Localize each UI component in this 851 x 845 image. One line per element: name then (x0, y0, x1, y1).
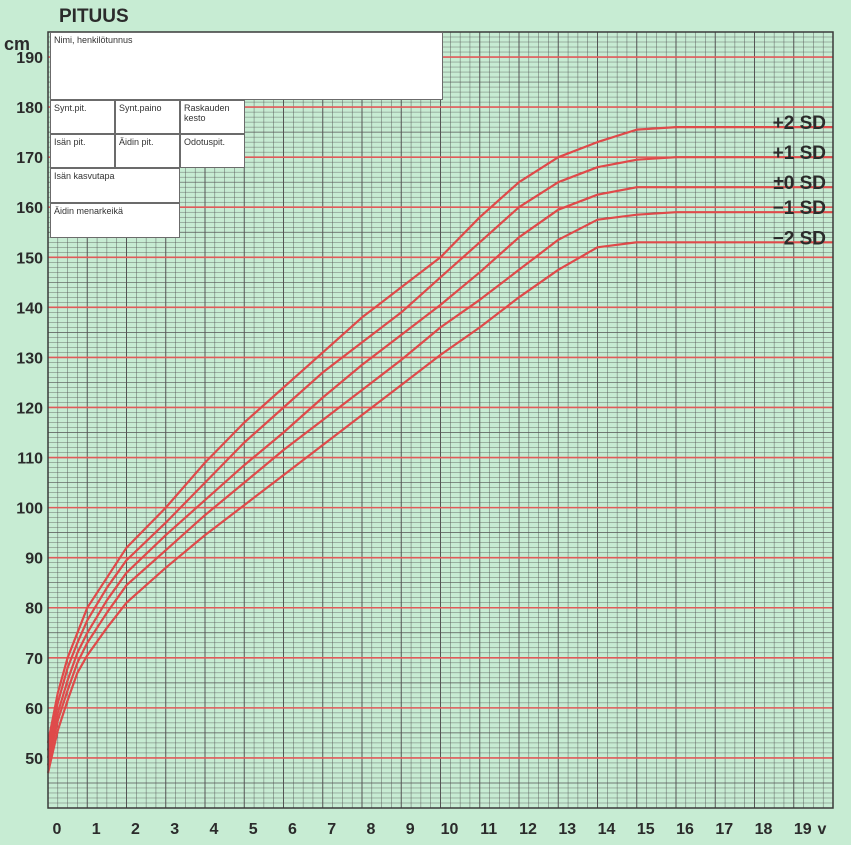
expected-height-label: Odotuspit. (184, 137, 226, 147)
x-tick-3: 3 (170, 821, 179, 838)
x-tick-6: 6 (288, 821, 297, 838)
y-tick-60: 60 (25, 701, 43, 718)
sd-label-0: +2 SD (773, 113, 826, 134)
mother-height-label: Äidin pit. (119, 137, 154, 147)
x-tick-12: 12 (519, 821, 537, 838)
birth-length-field[interactable]: Synt.pit. (50, 100, 115, 134)
x-tick-1: 1 (92, 821, 101, 838)
birth-weight-field[interactable]: Synt.paino (115, 100, 180, 134)
x-tick-19: 19 (794, 821, 812, 838)
y-tick-50: 50 (25, 751, 43, 768)
sd-label-3: −1 SD (773, 198, 826, 219)
name-field[interactable]: Nimi, henkilötunnus (50, 32, 443, 100)
father-height-field[interactable]: Isän pit. (50, 134, 115, 168)
y-tick-160: 160 (16, 200, 43, 217)
x-tick-0: 0 (53, 821, 62, 838)
pregnancy-duration-label: Raskauden kesto (184, 103, 230, 123)
pregnancy-duration-field[interactable]: Raskauden kesto (180, 100, 245, 134)
mother-menarche-field[interactable]: Äidin menarkeikä (50, 203, 180, 238)
curve-4 (46, 241, 833, 774)
curve-0 (46, 126, 833, 744)
mother-height-field[interactable]: Äidin pit. (115, 134, 180, 168)
x-tick-15: 15 (637, 821, 655, 838)
sd-label-2: ±0 SD (773, 173, 826, 194)
birth-weight-label: Synt.paino (119, 103, 162, 113)
x-tick-9: 9 (406, 821, 415, 838)
father-height-label: Isän pit. (54, 137, 86, 147)
name-label: Nimi, henkilötunnus (54, 35, 133, 45)
x-tick-labels: 0 1 2 3 4 5 6 7 8 9 10 11 12 13 14 15 16 17 18 19 v (53, 821, 827, 838)
x-tick-7: 7 (327, 821, 336, 838)
y-tick-180: 180 (16, 100, 43, 117)
y-tick-70: 70 (25, 651, 43, 668)
y-tick-130: 130 (16, 350, 43, 367)
x-tick-4: 4 (210, 821, 219, 838)
curve-3 (46, 211, 833, 766)
curve-1 (46, 156, 833, 751)
chart-title: PITUUS (59, 6, 129, 27)
sd-label-4: −2 SD (773, 228, 826, 249)
x-tick-16: 16 (676, 821, 694, 838)
y-tick-labels: 50 60 70 80 90 100 110 120 130 140 150 160 170 180 190 (16, 50, 43, 768)
birth-length-label: Synt.pit. (54, 103, 87, 113)
curve-2 (46, 186, 833, 759)
x-tick-14: 14 (598, 821, 616, 838)
y-tick-110: 110 (17, 451, 43, 468)
x-tick-5: 5 (249, 821, 258, 838)
x-tick-8: 8 (367, 821, 376, 838)
sd-curves (46, 126, 833, 774)
sd-label-1: +1 SD (773, 143, 826, 164)
mother-menarche-label: Äidin menarkeikä (54, 206, 124, 216)
y-tick-120: 120 (16, 400, 43, 417)
y-tick-140: 140 (16, 300, 43, 317)
x-unit-label: v (818, 821, 827, 838)
y-tick-90: 90 (25, 551, 43, 568)
sd-labels: +2 SD +1 SD ±0 SD −1 SD −2 SD (773, 113, 826, 249)
y-tick-190: 190 (16, 50, 43, 67)
y-tick-100: 100 (16, 501, 43, 518)
y-tick-150: 150 (16, 250, 43, 267)
y-tick-170: 170 (16, 150, 43, 167)
x-tick-18: 18 (755, 821, 773, 838)
x-tick-10: 10 (441, 821, 459, 838)
y-unit-label: cm (4, 34, 31, 54)
expected-height-field[interactable]: Odotuspit. (180, 134, 245, 168)
patient-form: Nimi, henkilötunnus Synt.pit. Synt.paino… (50, 32, 443, 238)
father-growth-label: Isän kasvutapa (54, 171, 115, 181)
x-tick-13: 13 (558, 821, 576, 838)
father-growth-field[interactable]: Isän kasvutapa (50, 168, 180, 203)
x-tick-2: 2 (131, 821, 140, 838)
x-tick-11: 11 (480, 821, 497, 838)
x-tick-17: 17 (715, 821, 733, 838)
y-tick-80: 80 (25, 601, 43, 618)
